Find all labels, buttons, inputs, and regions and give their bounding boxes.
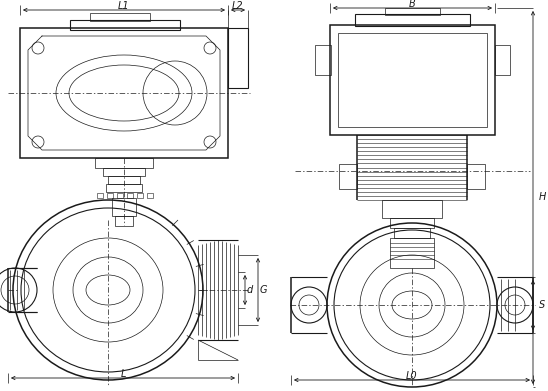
Bar — [117, 193, 123, 198]
Bar — [115, 216, 133, 226]
Bar — [106, 184, 142, 192]
Bar — [20, 28, 228, 158]
Bar — [112, 198, 136, 216]
Bar — [495, 45, 510, 75]
Bar — [97, 193, 103, 198]
Bar — [147, 193, 153, 198]
Text: H: H — [539, 192, 546, 203]
Text: L0: L0 — [406, 371, 418, 381]
Bar — [330, 25, 495, 135]
Text: S: S — [539, 300, 545, 310]
Bar — [355, 14, 470, 26]
Text: L1: L1 — [118, 1, 130, 11]
Text: L2: L2 — [232, 1, 244, 11]
Bar — [90, 13, 150, 21]
Bar — [315, 45, 331, 75]
Bar — [108, 176, 140, 184]
Bar — [467, 164, 485, 189]
Text: d: d — [247, 285, 253, 295]
Bar — [390, 218, 434, 228]
Bar — [103, 168, 145, 176]
Bar — [338, 33, 487, 127]
Bar — [228, 28, 248, 88]
Bar — [385, 8, 440, 15]
Bar — [382, 200, 442, 218]
Bar — [390, 238, 434, 268]
Bar — [107, 193, 113, 198]
Bar — [394, 228, 430, 238]
Text: G: G — [259, 285, 267, 295]
Bar — [137, 193, 143, 198]
Bar — [70, 20, 180, 30]
Text: L: L — [121, 369, 125, 379]
Bar — [127, 193, 133, 198]
Bar — [95, 158, 153, 168]
Text: B: B — [409, 0, 416, 9]
Bar — [339, 164, 357, 189]
